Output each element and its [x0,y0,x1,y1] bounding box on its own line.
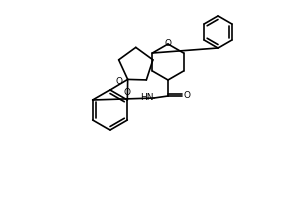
Text: O: O [115,77,122,86]
Text: O: O [184,92,190,100]
Text: O: O [164,38,172,47]
Text: O: O [124,88,131,97]
Text: HN: HN [140,92,154,102]
